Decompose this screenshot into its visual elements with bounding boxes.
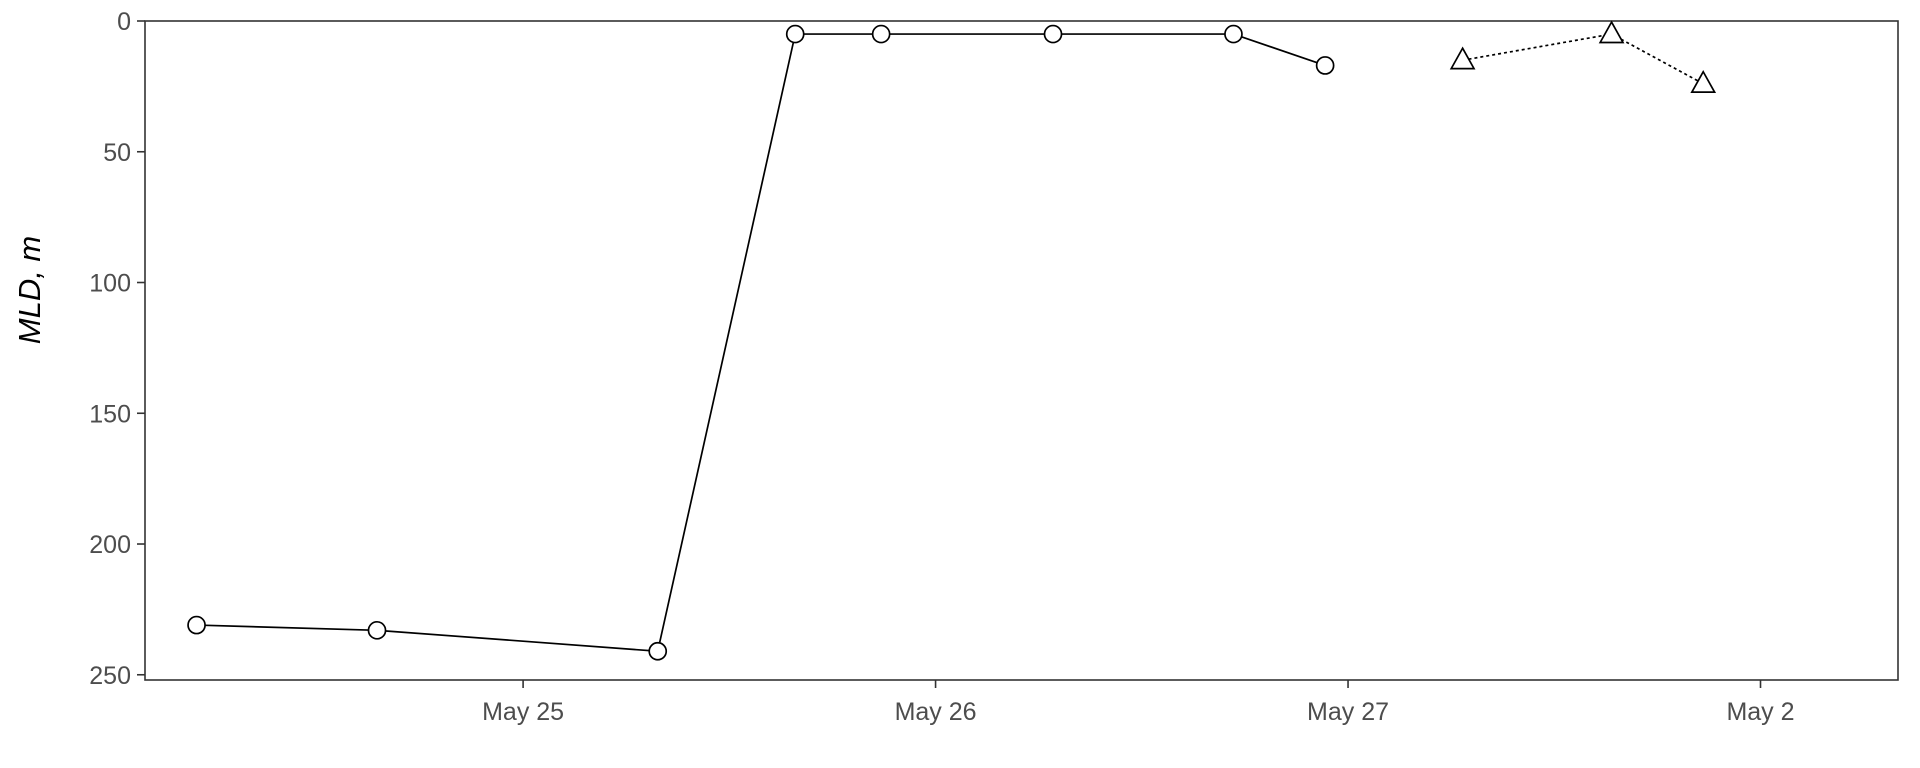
- y-axis-title: MLD, m: [12, 236, 47, 345]
- y-tick-label: 200: [89, 531, 131, 559]
- x-tick-label: May 26: [895, 698, 977, 726]
- series-2: [1449, 20, 1717, 94]
- data-point-triangle: [1598, 20, 1625, 44]
- data-point-circle: [367, 620, 387, 640]
- y-axis: 0 50 100 150 200 250: [89, 8, 145, 690]
- series-line: [1462, 33, 1704, 85]
- plot-panel: [144, 20, 1899, 681]
- y-tick-label: 50: [103, 139, 131, 167]
- series-layer: [187, 20, 1717, 661]
- data-point-circle: [785, 24, 805, 44]
- x-tick-label: May 2: [1726, 698, 1794, 726]
- data-point-triangle: [1690, 70, 1717, 94]
- y-tick-label: 150: [89, 400, 131, 428]
- data-point-circle: [648, 641, 668, 661]
- data-point-triangle: [1449, 46, 1476, 70]
- data-point-circle: [871, 24, 891, 44]
- data-point-circle: [187, 615, 206, 635]
- data-point-circle: [1224, 24, 1243, 44]
- panel-border: [144, 20, 1899, 681]
- data-point-circle: [1315, 56, 1335, 75]
- data-point-circle: [1043, 24, 1063, 44]
- series-line: [196, 33, 1326, 653]
- x-tick-label: May 27: [1307, 698, 1389, 726]
- y-tick-label: 0: [117, 8, 131, 36]
- series-1: [187, 24, 1335, 661]
- y-tick-label: 250: [89, 662, 131, 690]
- x-axis: May 25 May 26 May 27 May 2: [482, 680, 1795, 726]
- y-tick-label: 100: [89, 270, 131, 298]
- x-tick-label: May 25: [482, 698, 564, 726]
